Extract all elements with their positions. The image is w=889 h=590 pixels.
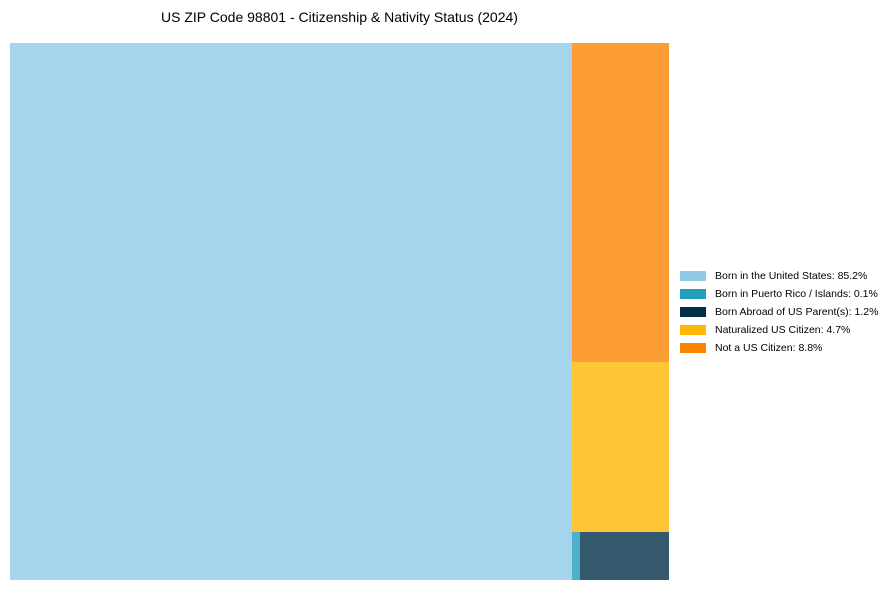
legend-swatch <box>680 325 706 335</box>
legend-item: Naturalized US Citizen: 4.7% <box>680 321 878 339</box>
legend-swatch <box>680 271 706 281</box>
legend-item: Born Abroad of US Parent(s): 1.2% <box>680 303 878 321</box>
legend-label: Born in the United States: 85.2% <box>715 270 868 282</box>
tile-naturalized-citizen <box>572 362 669 532</box>
legend-label: Born Abroad of US Parent(s): 1.2% <box>715 306 879 318</box>
legend-item: Not a US Citizen: 8.8% <box>680 339 878 357</box>
legend-swatch <box>680 343 706 353</box>
legend-label: Born in Puerto Rico / Islands: 0.1% <box>715 288 878 300</box>
tile-born-puerto-rico <box>572 532 580 580</box>
tile-born-in-us <box>10 43 572 580</box>
legend-swatch <box>680 307 706 317</box>
legend: Born in the United States: 85.2% Born in… <box>680 267 878 357</box>
treemap <box>10 43 669 580</box>
legend-label: Naturalized US Citizen: 4.7% <box>715 324 851 336</box>
legend-item: Born in Puerto Rico / Islands: 0.1% <box>680 285 878 303</box>
legend-item: Born in the United States: 85.2% <box>680 267 878 285</box>
chart-title: US ZIP Code 98801 - Citizenship & Nativi… <box>161 9 518 25</box>
tile-born-abroad-us-parents <box>580 532 669 580</box>
tile-not-us-citizen <box>572 43 669 362</box>
legend-swatch <box>680 289 706 299</box>
legend-label: Not a US Citizen: 8.8% <box>715 342 823 354</box>
